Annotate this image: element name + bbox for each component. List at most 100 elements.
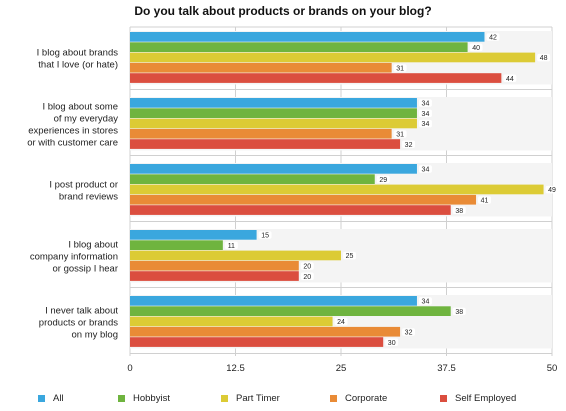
value-label-bg (418, 109, 432, 118)
value-label-bg (469, 43, 483, 52)
value-label-bg (300, 272, 314, 280)
bar (130, 164, 417, 174)
value-labels: 4240483144343434313234294941381511252020… (224, 33, 559, 347)
bar (130, 174, 375, 184)
category-labels: I blog about brands that I love (or hate)… (27, 47, 118, 340)
bar (130, 32, 485, 42)
value-label: 25 (346, 253, 354, 260)
bar (130, 306, 451, 316)
value-label-bg (385, 338, 399, 346)
legend-item: Part Timer (221, 393, 280, 404)
value-label: 34 (422, 299, 430, 306)
legend-swatch (440, 395, 447, 402)
bar (130, 98, 417, 108)
value-label: 20 (303, 264, 311, 271)
bar (130, 52, 536, 63)
bar (130, 139, 401, 149)
bar (130, 240, 223, 250)
x-tick-label: 25 (336, 363, 347, 374)
bars (130, 32, 544, 347)
value-label-bg (334, 317, 348, 326)
bar (130, 250, 341, 261)
value-label-bg (537, 53, 551, 62)
category-label: I blog about some of my everyday experienc… (27, 101, 118, 148)
value-label: 38 (455, 208, 463, 215)
value-label: 34 (422, 167, 430, 174)
legend-item: Hobbyist (118, 393, 170, 404)
value-label-bg (343, 251, 356, 260)
value-label: 20 (303, 274, 311, 281)
bar (130, 205, 451, 215)
value-label: 49 (548, 187, 556, 194)
value-label: 34 (422, 101, 430, 108)
bar (130, 316, 333, 327)
bar (130, 296, 417, 306)
value-label: 11 (228, 243, 235, 250)
legend-swatch (38, 395, 45, 402)
value-label-bg (224, 241, 238, 250)
bar (130, 230, 257, 240)
value-label: 24 (337, 319, 345, 326)
value-label-bg (393, 64, 407, 72)
category-label: I blog about company information or gossip… (30, 239, 119, 274)
legend-item: Corporate (330, 393, 387, 404)
value-label-bg (376, 175, 390, 184)
bar (130, 128, 392, 139)
value-label: 38 (455, 309, 463, 316)
legend-swatch (221, 395, 228, 402)
chart-title: Do you talk about products or brands on … (134, 4, 432, 18)
x-tick-label: 50 (547, 363, 558, 374)
bar (130, 194, 477, 205)
value-label-bg (393, 130, 407, 138)
legend-label: Part Timer (236, 393, 280, 404)
legend-swatch (330, 395, 337, 402)
value-label-bg (300, 262, 314, 270)
value-label-bg (258, 231, 272, 239)
legend-label: All (53, 393, 64, 404)
value-label: 30 (388, 340, 396, 347)
bar (130, 337, 384, 347)
bar (130, 184, 544, 195)
x-tick-label: 37.5 (437, 363, 456, 374)
value-label: 40 (472, 45, 480, 52)
value-label-bg (418, 297, 432, 305)
bar (130, 73, 502, 83)
legend-label: Self Employed (455, 393, 517, 404)
x-tick-label: 12.5 (226, 363, 245, 374)
value-label-bg (418, 99, 432, 107)
bar (130, 260, 299, 271)
category-label: I post product or brand reviews (49, 179, 118, 202)
value-label: 29 (379, 177, 387, 184)
value-label: 31 (396, 132, 404, 139)
category-label: I blog about brands that I love (or hate) (37, 47, 119, 70)
x-axis-ticks: 0 12.5 25 37.5 50 (127, 363, 557, 374)
value-label: 41 (481, 198, 489, 205)
value-label: 34 (422, 111, 430, 118)
legend-label: Corporate (345, 393, 388, 404)
value-label-bg (503, 74, 517, 82)
category-label: I never talk about products or brands on m… (39, 305, 119, 340)
value-label: 48 (540, 55, 548, 62)
bar (130, 326, 401, 337)
value-label-bg (402, 140, 416, 148)
value-label: 32 (405, 330, 413, 337)
value-label-bg (402, 328, 416, 336)
x-tick-label: 0 (127, 363, 132, 374)
value-label-bg (545, 185, 559, 194)
value-label: 15 (261, 233, 269, 240)
value-label-bg (478, 196, 492, 204)
value-label: 34 (422, 121, 430, 128)
legend-item: Self Employed (440, 393, 516, 404)
legend: All Hobbyist Part Timer Corporate Self Emplo… (38, 393, 566, 407)
value-label: 44 (506, 76, 514, 83)
legend-label: Hobbyist (133, 393, 170, 404)
legend-item: All (38, 393, 64, 404)
bar (130, 62, 392, 73)
value-label-bg (452, 206, 466, 214)
value-label: 32 (405, 142, 413, 149)
value-label: 31 (396, 66, 404, 73)
bar (130, 271, 299, 281)
value-label-bg (486, 33, 500, 41)
bar (130, 42, 468, 52)
